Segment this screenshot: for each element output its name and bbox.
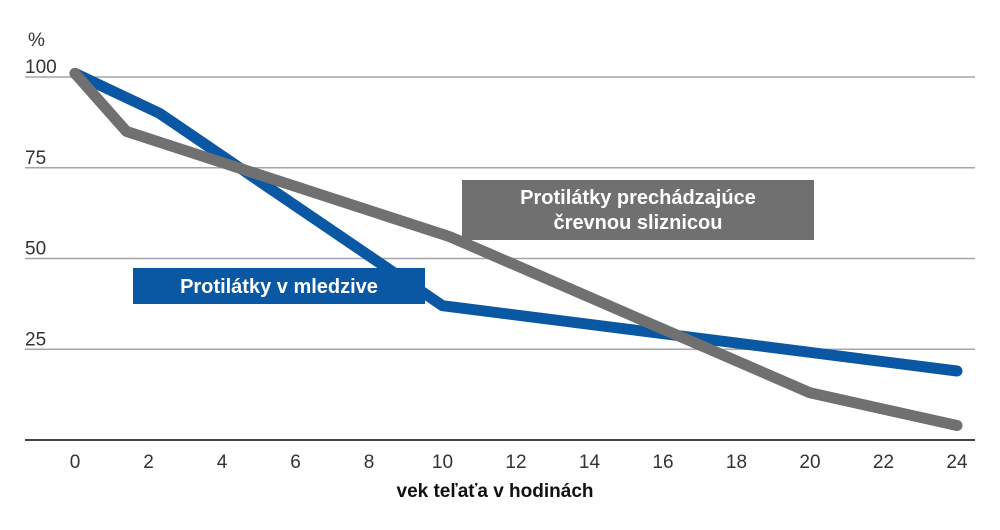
legend-label-sliznica: Protilátky prechádzajúce črevnou sliznico… <box>520 187 756 234</box>
legend-label-mledzivo: Protilátky v mledzive <box>180 276 378 298</box>
legend-box-mledzivo <box>133 268 425 304</box>
y-axis-title: % <box>28 30 45 51</box>
x-axis-title: vek teľaťa v hodinách <box>397 481 594 502</box>
x-tick-label: 8 <box>364 452 375 473</box>
y-tick-label: 75 <box>25 148 46 169</box>
legend-box-sliznica <box>462 180 814 240</box>
y-tick-label: 100 <box>25 57 57 78</box>
y-tick-label: 50 <box>25 239 46 260</box>
y-tick-label: 25 <box>25 329 46 350</box>
series-lines <box>69 67 963 431</box>
series-line-mledzivo <box>69 67 963 377</box>
x-tick-label: 16 <box>652 452 673 473</box>
x-tick-label: 2 <box>143 452 154 473</box>
x-tick-label: 18 <box>726 452 747 473</box>
x-tick-label: 20 <box>799 452 820 473</box>
x-tick-label: 22 <box>873 452 894 473</box>
series-line-sliznica <box>69 67 963 431</box>
series-labels: Protilátky v mledzive Protilátky prechádz… <box>133 180 814 304</box>
x-tick-label: 0 <box>70 452 81 473</box>
x-tick-label: 24 <box>946 452 968 473</box>
x-tick-label: 14 <box>579 452 601 473</box>
x-tick-label: 4 <box>217 452 228 473</box>
x-tick-label: 6 <box>290 452 301 473</box>
x-tick-label: 12 <box>505 452 526 473</box>
x-tick-label: 10 <box>432 452 453 473</box>
